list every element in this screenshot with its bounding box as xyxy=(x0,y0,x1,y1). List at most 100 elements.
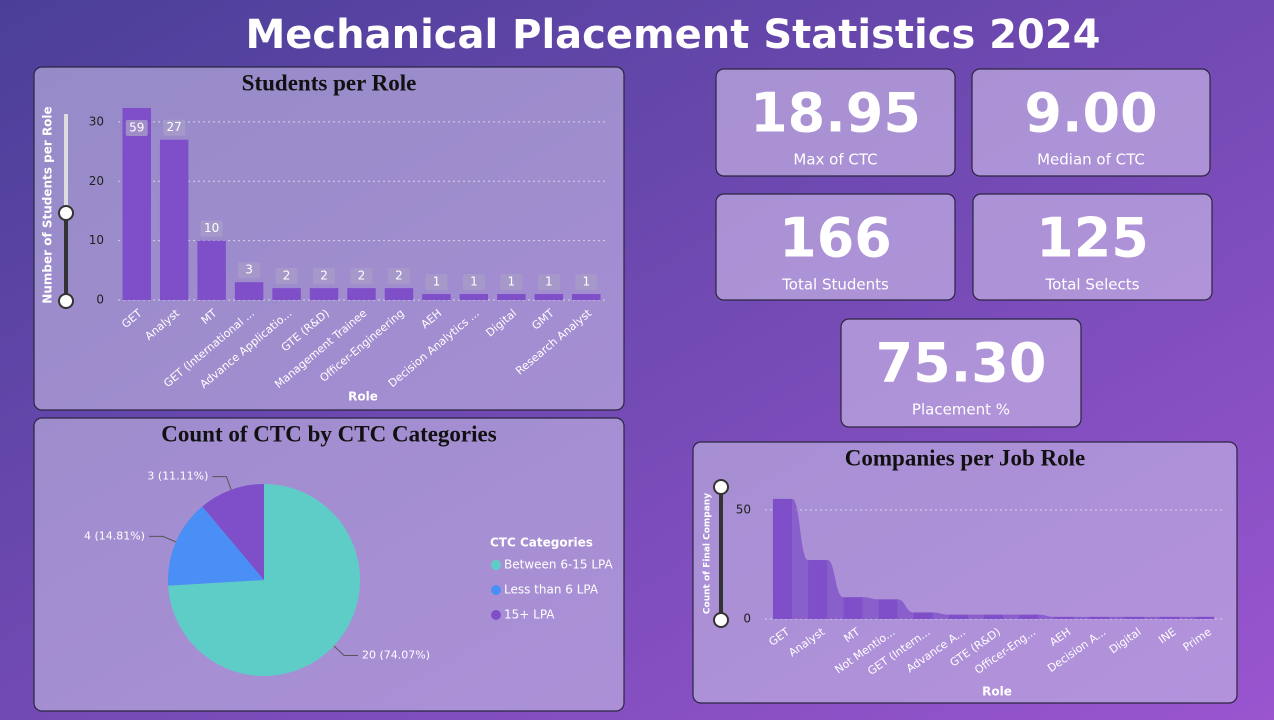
data-label: 20 (74.07%) xyxy=(362,648,430,661)
bar xyxy=(843,597,863,619)
ribbon-connector xyxy=(1108,616,1125,619)
data-label: 27 xyxy=(167,120,182,134)
data-label-bg xyxy=(575,274,598,291)
kpi-card xyxy=(971,68,1211,177)
y-tick-label: 20 xyxy=(89,174,104,188)
bar xyxy=(572,294,601,300)
slider-handle[interactable] xyxy=(58,205,74,221)
bar xyxy=(1054,616,1074,619)
data-label: 2 xyxy=(395,269,403,283)
bar xyxy=(1089,616,1109,619)
kpi-label: Placement % xyxy=(912,401,1010,419)
pie-slice xyxy=(168,506,264,586)
leader-line xyxy=(212,476,232,490)
kpi-card xyxy=(715,68,956,177)
data-label: 2 xyxy=(320,269,328,283)
kpi-label: Total Selects xyxy=(1045,276,1140,294)
data-label: 1 xyxy=(433,275,441,289)
bar xyxy=(1194,616,1215,619)
y-axis-title: Count of Final Company xyxy=(703,493,713,614)
panel xyxy=(692,441,1238,704)
legend-swatch xyxy=(491,585,501,595)
data-label: 1 xyxy=(470,275,478,289)
legend-swatch xyxy=(491,610,501,620)
data-label-bg xyxy=(238,262,261,279)
data-label: 2 xyxy=(358,269,366,283)
legend-label: Less than 6 LPA xyxy=(504,583,599,597)
data-label: 3 (11.11%) xyxy=(147,470,208,483)
bar xyxy=(948,614,969,619)
bar xyxy=(384,288,414,300)
bar xyxy=(534,294,564,300)
kpi-label: Median of CTC xyxy=(1037,151,1145,169)
data-label: 1 xyxy=(545,275,553,289)
bar xyxy=(1018,614,1039,619)
data-label-bg xyxy=(275,268,298,285)
slider-handle[interactable] xyxy=(58,293,74,309)
bar xyxy=(1159,616,1179,619)
data-label: 3 xyxy=(245,263,253,277)
data-label-bg xyxy=(387,268,410,285)
bar xyxy=(772,498,793,619)
kpi-card xyxy=(715,193,956,301)
bar xyxy=(459,294,489,300)
chart-title: Companies per Job Role xyxy=(845,445,1085,470)
data-label: 2 xyxy=(283,269,291,283)
slider[interactable] xyxy=(713,479,729,628)
data-label-bg xyxy=(200,220,223,237)
data-label-bg xyxy=(537,274,560,291)
y-tick-label: 30 xyxy=(89,114,104,128)
pie-slice xyxy=(202,484,264,580)
bar xyxy=(159,139,189,300)
data-label-bg xyxy=(462,274,485,291)
chart-title: Students per Role xyxy=(242,70,417,95)
bar xyxy=(272,288,301,300)
page-title: Mechanical Placement Statistics 2024 xyxy=(246,12,1101,58)
data-label-bg xyxy=(125,120,148,136)
chart-title: Count of CTC by CTC Categories xyxy=(161,421,496,446)
kpi-label: Max of CTC xyxy=(793,151,877,169)
y-axis-title: Number of Students per Role xyxy=(41,106,55,303)
kpi-value: 75.30 xyxy=(876,332,1047,395)
data-label: 1 xyxy=(508,275,516,289)
kpi-value: 9.00 xyxy=(1024,82,1157,145)
x-axis-title: Role xyxy=(348,390,378,404)
bars xyxy=(122,108,601,300)
data-label-bg xyxy=(163,119,186,136)
bar xyxy=(913,612,933,619)
ribbon-connector xyxy=(932,612,949,619)
leader-line xyxy=(148,535,177,543)
y-tick-label: 10 xyxy=(89,233,104,247)
bar xyxy=(422,294,451,300)
kpi-value: 18.95 xyxy=(750,82,921,145)
ribbon-connector xyxy=(1003,614,1019,619)
ribbon-connector xyxy=(1178,616,1195,619)
bar xyxy=(234,282,264,300)
slider-handle[interactable] xyxy=(713,479,729,495)
bar xyxy=(808,560,828,619)
bar xyxy=(347,288,376,300)
ribbon-connector xyxy=(1143,616,1160,619)
data-label-bg xyxy=(313,268,336,285)
bar xyxy=(878,599,898,619)
ribbon-connector xyxy=(897,599,914,619)
slider[interactable] xyxy=(58,114,74,309)
bar xyxy=(497,294,526,300)
data-label-bg xyxy=(500,274,523,291)
bar xyxy=(983,614,1004,619)
data-label: 1 xyxy=(582,275,590,289)
ribbon-connector xyxy=(827,560,844,619)
y-tick-label: 0 xyxy=(743,612,751,626)
data-label-bg xyxy=(425,274,448,291)
legend-label: 15+ LPA xyxy=(504,608,555,622)
slider-handle[interactable] xyxy=(713,612,729,628)
data-label: 10 xyxy=(204,221,219,235)
data-label: 59 xyxy=(129,121,144,135)
legend-label: Between 6-15 LPA xyxy=(504,558,614,572)
kpi-card xyxy=(840,318,1082,428)
ribbon-connector xyxy=(1073,616,1090,619)
ribbon-connector xyxy=(792,498,809,619)
ribbon-connector xyxy=(862,597,879,619)
bar xyxy=(122,108,151,300)
